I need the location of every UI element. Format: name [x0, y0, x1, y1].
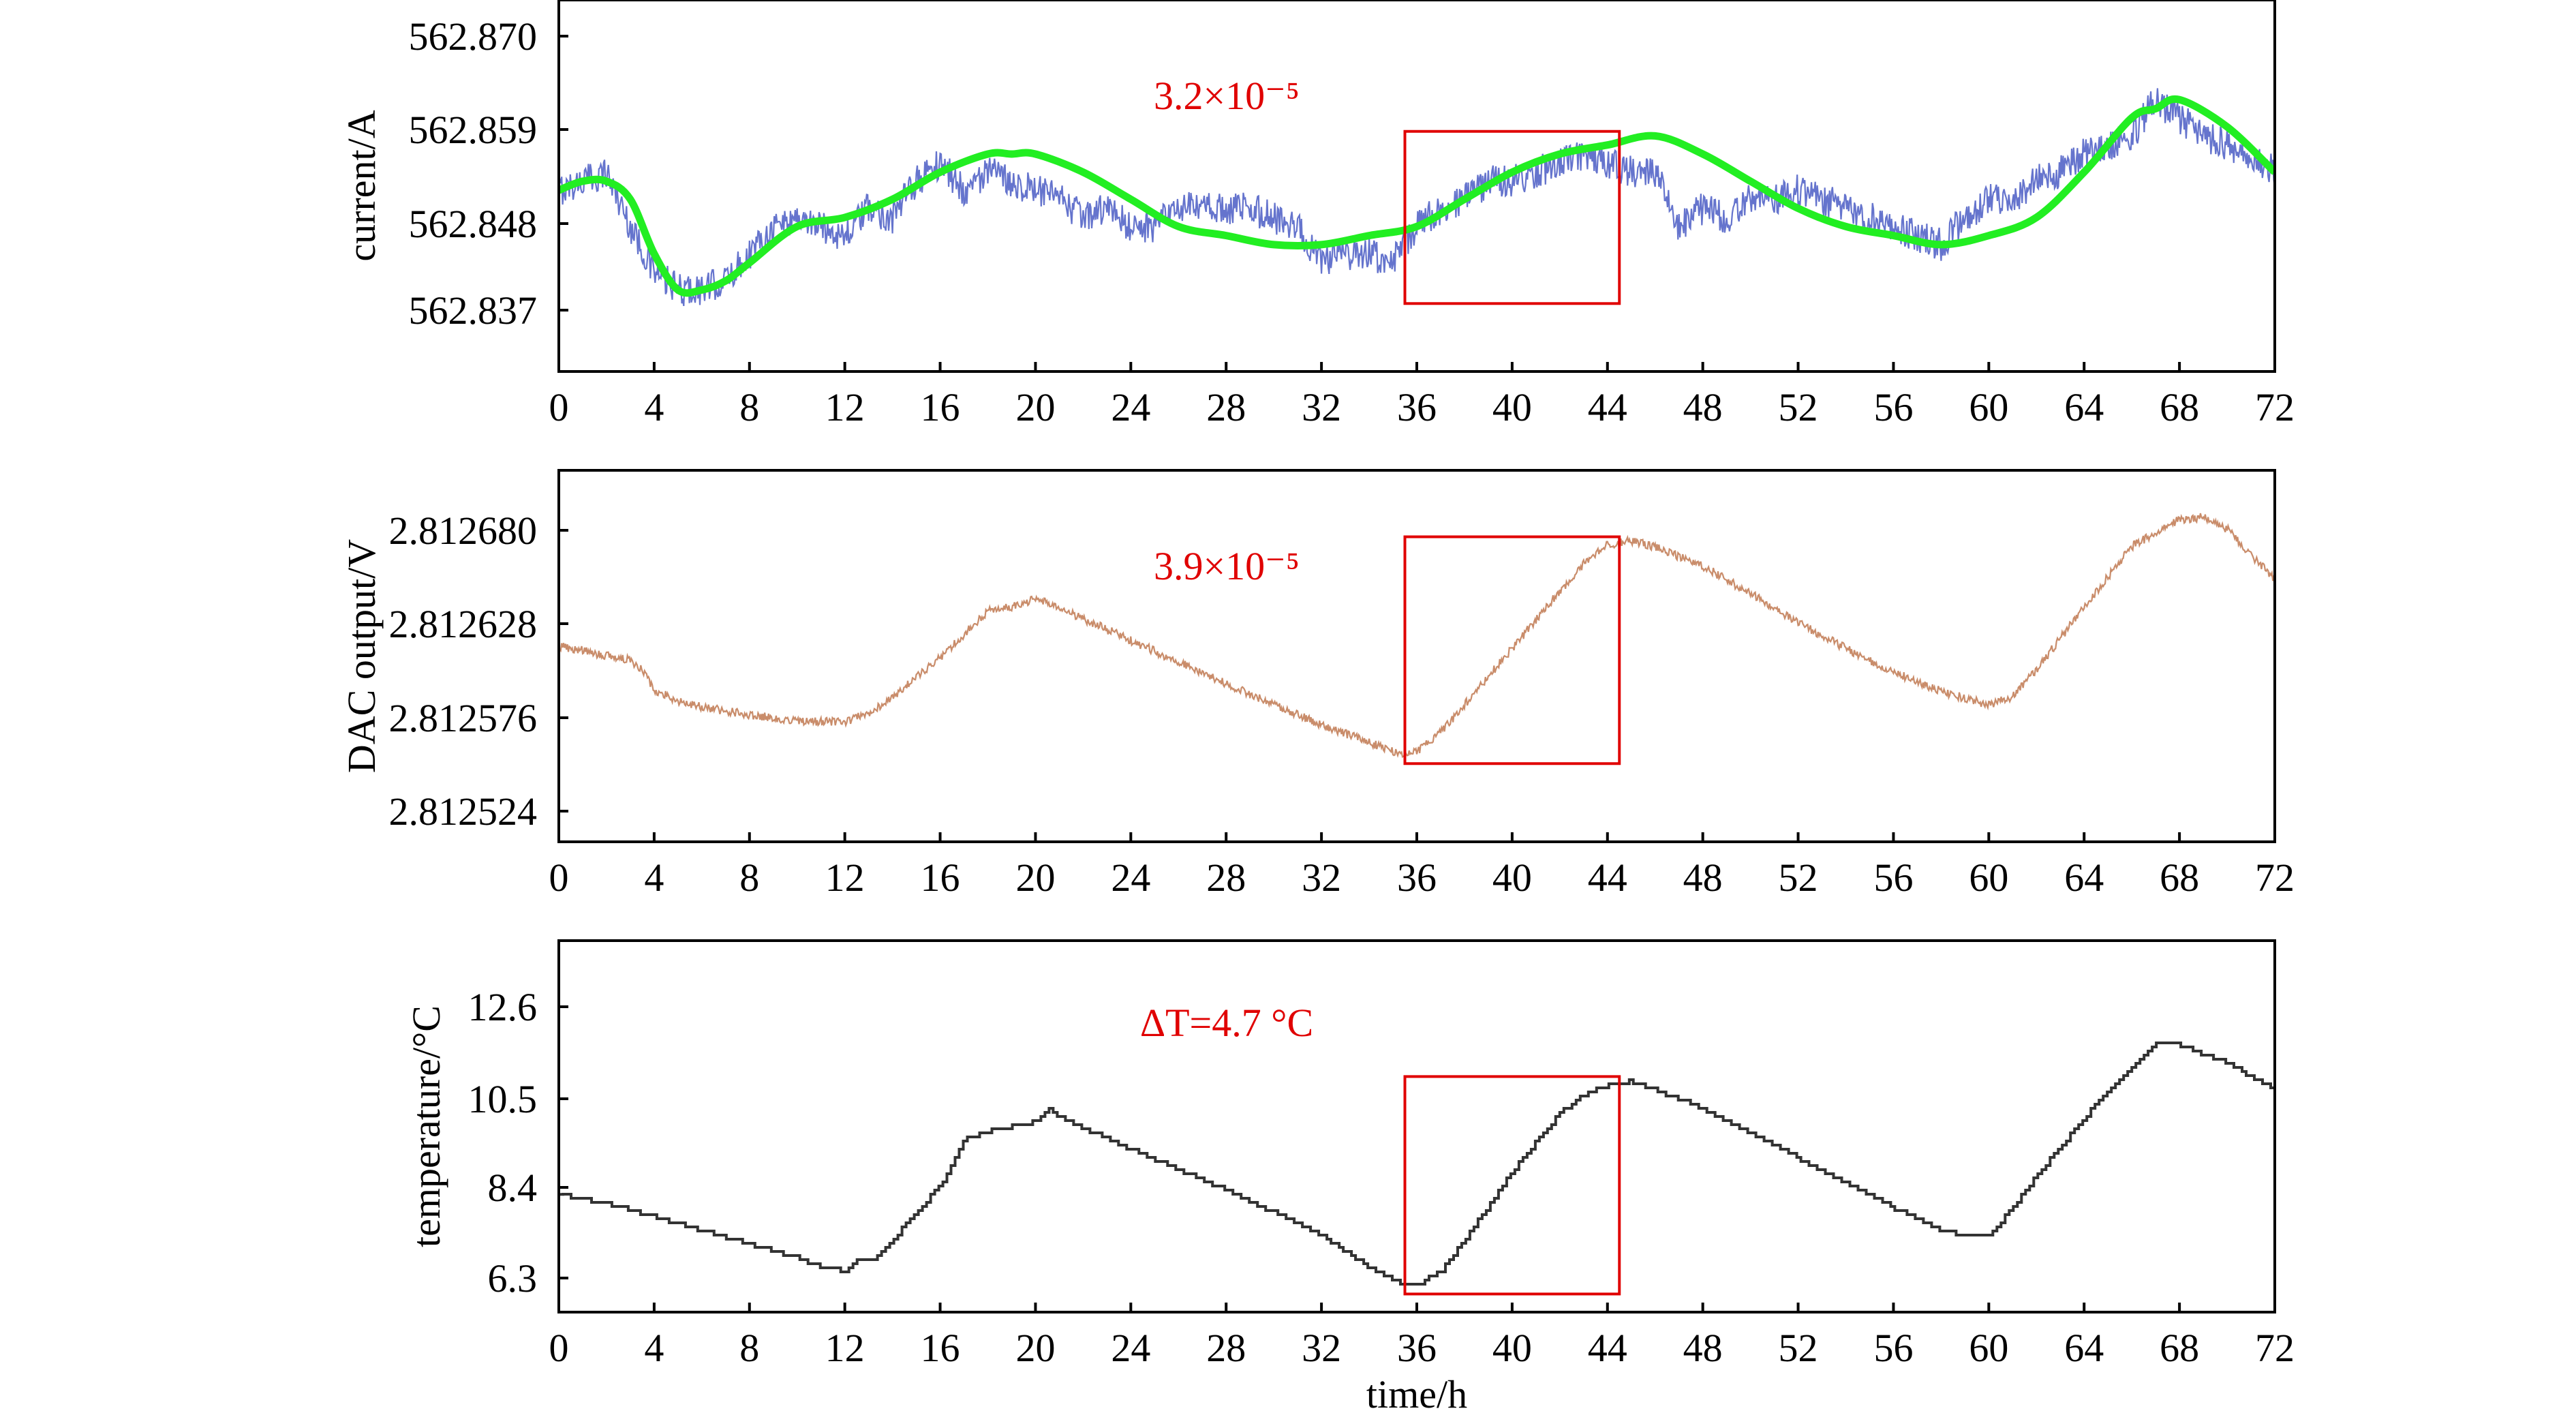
- x-tick-label: 44: [1588, 1326, 1627, 1370]
- plot-frame: [557, 469, 2276, 843]
- y-tick-label: 562.859: [409, 108, 538, 152]
- x-tick-label: 64: [2064, 385, 2104, 429]
- annotation-label: 3.2×10⁻⁵: [1154, 74, 1300, 118]
- highlight-box: [1403, 535, 1621, 765]
- x-tick-label: 28: [1206, 385, 1246, 429]
- x-tick-label: 32: [1302, 855, 1341, 900]
- x-tick-label: 68: [2160, 855, 2199, 900]
- y-tick-label: 562.870: [409, 14, 538, 59]
- temperature-panel: 0 4 8 12 16 20 24 28 32 36 40 44 48 52 56 60 64 68 7212.61…: [404, 939, 2295, 1413]
- x-tick-label: 36: [1397, 385, 1437, 429]
- x-tick-label: 56: [1873, 1326, 1913, 1370]
- x-tick-label: 8: [739, 1326, 759, 1370]
- x-tick-label: 28: [1206, 855, 1246, 900]
- x-tick-label: 0: [549, 855, 569, 900]
- highlight-box: [1403, 1075, 1621, 1296]
- x-tick-label: 32: [1302, 385, 1341, 429]
- annotation-label: 3.9×10⁻⁵: [1154, 544, 1300, 588]
- x-tick-label: 48: [1683, 855, 1723, 900]
- x-tick-label: 64: [2064, 1326, 2104, 1370]
- x-tick-label: 20: [1015, 385, 1055, 429]
- x-tick-label: 68: [2160, 1326, 2199, 1370]
- y-tick-label: 2.812524: [389, 789, 538, 834]
- x-tick-label: 44: [1588, 855, 1627, 900]
- annotation-label: ΔT=4.7 °C: [1140, 1001, 1313, 1045]
- y-tick-label: 8.4: [488, 1166, 538, 1210]
- x-tick-label: 0: [549, 385, 569, 429]
- x-tick-label: 36: [1397, 1326, 1437, 1370]
- x-tick-label: 72: [2255, 1326, 2295, 1370]
- y-axis-title: temperature/°C: [404, 1005, 448, 1247]
- x-tick-label: 72: [2255, 855, 2295, 900]
- y-tick-label: 12.6: [468, 985, 538, 1029]
- x-tick-label: 48: [1683, 385, 1723, 429]
- y-tick-label: 562.848: [409, 202, 538, 246]
- series-line: [559, 1042, 2275, 1286]
- x-tick-label: 56: [1873, 385, 1913, 429]
- x-tick-label: 4: [644, 855, 664, 900]
- x-tick-label: 44: [1588, 385, 1627, 429]
- plot-frame: [557, 0, 2276, 373]
- x-tick-label: 16: [921, 1326, 960, 1370]
- series-line: [559, 513, 2275, 759]
- x-tick-label: 60: [1969, 1326, 2008, 1370]
- x-tick-label: 40: [1492, 1326, 1532, 1370]
- y-tick-label: 6.3: [488, 1256, 538, 1301]
- fit-curve: [559, 95, 2275, 297]
- x-tick-label: 0: [549, 1326, 569, 1370]
- x-tick-label: 52: [1779, 385, 1818, 429]
- x-tick-label: 68: [2160, 385, 2199, 429]
- y-axis-title: current/A: [339, 110, 384, 261]
- x-tick-label: 4: [644, 1326, 664, 1370]
- x-tick-label: 52: [1779, 1326, 1818, 1370]
- y-tick-label: 562.837: [409, 288, 538, 333]
- x-tick-label: 28: [1206, 1326, 1246, 1370]
- x-tick-label: 12: [825, 1326, 865, 1370]
- x-tick-label: 72: [2255, 385, 2295, 429]
- x-tick-label: 8: [739, 385, 759, 429]
- x-tick-label: 20: [1015, 855, 1055, 900]
- plot-frame: [557, 939, 2276, 1313]
- x-tick-label: 48: [1683, 1326, 1723, 1370]
- x-tick-label: 60: [1969, 385, 2008, 429]
- x-tick-label: 40: [1492, 385, 1532, 429]
- x-tick-label: 52: [1779, 855, 1818, 900]
- current-panel: 0 4 8 12 16 20 24 28 32 36 40 44 48 52 56 60 64 68 72562.8…: [339, 0, 2295, 429]
- x-tick-label: 20: [1015, 1326, 1055, 1370]
- x-tick-label: 32: [1302, 1326, 1341, 1370]
- plot-area: [559, 88, 2275, 307]
- y-tick-label: 2.812628: [389, 602, 538, 646]
- series-line: [559, 88, 2275, 307]
- x-tick-label: 24: [1111, 855, 1150, 900]
- x-tick-label: 56: [1873, 855, 1913, 900]
- x-tick-label: 60: [1969, 855, 2008, 900]
- x-tick-label: 8: [739, 855, 759, 900]
- x-tick-label: 36: [1397, 855, 1437, 900]
- x-tick-label: 24: [1111, 385, 1150, 429]
- x-axis-title: time/h: [1366, 1372, 1467, 1413]
- y-axis-title: DAC output/V: [339, 539, 384, 773]
- x-tick-label: 16: [921, 855, 960, 900]
- x-tick-label: 12: [825, 385, 865, 429]
- x-tick-label: 12: [825, 855, 865, 900]
- y-tick-label: 10.5: [468, 1077, 538, 1121]
- dac-output-panel: 0 4 8 12 16 20 24 28 32 36 40 44 48 52 56 60 64 68 722.812…: [339, 469, 2295, 900]
- y-tick-label: 2.812680: [389, 508, 538, 553]
- x-tick-label: 24: [1111, 1326, 1150, 1370]
- plot-area: [559, 513, 2275, 759]
- y-tick-label: 2.812576: [389, 696, 538, 740]
- x-tick-label: 16: [921, 385, 960, 429]
- highlight-box: [1403, 130, 1621, 305]
- x-tick-label: 64: [2064, 855, 2104, 900]
- x-tick-label: 40: [1492, 855, 1532, 900]
- x-tick-label: 4: [644, 385, 664, 429]
- plot-area: [559, 1042, 2275, 1286]
